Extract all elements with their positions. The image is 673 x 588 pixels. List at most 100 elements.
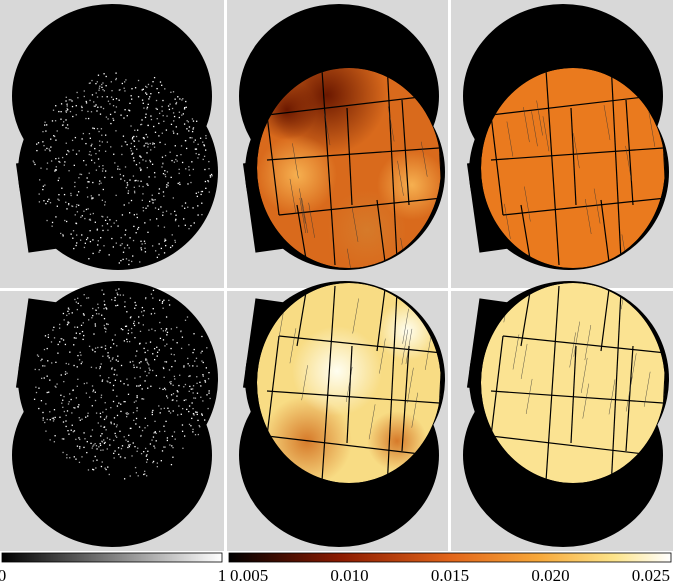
noise-dot — [146, 454, 148, 456]
noise-dot — [145, 85, 147, 88]
noise-dot — [66, 107, 68, 110]
noise-dot — [102, 107, 105, 110]
noise-dot — [169, 381, 171, 383]
noise-dot — [170, 123, 173, 126]
noise-dot — [51, 362, 53, 364]
noise-dot — [46, 391, 48, 394]
noise-dot — [117, 225, 119, 227]
noise-dot — [101, 225, 104, 227]
noise-dot — [166, 437, 169, 439]
noise-dot — [60, 103, 63, 105]
noise-dot — [44, 421, 46, 424]
noise-dot — [164, 240, 166, 242]
noise-dot — [149, 161, 152, 163]
noise-dot — [150, 118, 153, 121]
noise-dot — [170, 383, 172, 385]
noise-dot — [42, 419, 44, 421]
noise-dot — [119, 168, 121, 170]
noise-dot — [180, 153, 182, 156]
noise-dot — [171, 245, 174, 247]
noise-dot — [82, 338, 84, 341]
noise-dot — [136, 216, 138, 219]
noise-dot — [156, 108, 158, 110]
noise-dot — [60, 118, 62, 120]
tile-edge — [502, 335, 665, 354]
noise-dot — [112, 105, 115, 107]
noise-dot — [164, 175, 167, 178]
noise-dot — [109, 444, 111, 446]
noise-dot — [96, 96, 99, 98]
noise-dot — [52, 417, 55, 419]
scan-line — [581, 357, 588, 393]
noise-dot — [151, 143, 154, 145]
noise-dot — [95, 467, 97, 469]
scan-line — [536, 100, 543, 136]
noise-dot — [184, 319, 187, 321]
noise-dot — [81, 456, 83, 458]
tile-edge — [296, 285, 308, 347]
noise-dot — [132, 157, 135, 159]
noise-dot — [126, 115, 128, 117]
noise-dot — [179, 98, 181, 100]
noise-dot — [102, 188, 104, 191]
noise-dot — [146, 166, 148, 169]
noise-dot — [152, 81, 154, 83]
noise-dot — [120, 114, 122, 116]
noise-dot — [83, 446, 85, 449]
noise-dot — [130, 327, 133, 330]
noise-dot — [184, 107, 186, 109]
noise-dot — [116, 374, 118, 376]
noise-dot — [147, 205, 149, 207]
noise-dot — [142, 324, 144, 326]
noise-dot — [81, 418, 83, 420]
noise-dot — [144, 447, 147, 450]
noise-dot — [143, 107, 145, 109]
noise-dot — [161, 300, 164, 303]
noise-dot — [164, 388, 167, 391]
tile-edge — [625, 345, 634, 452]
noise-dot — [201, 414, 203, 416]
noise-dot — [204, 168, 206, 171]
scan-line — [289, 178, 297, 214]
noise-dot — [66, 410, 69, 412]
noise-dot — [188, 228, 190, 230]
noise-dot — [105, 307, 107, 309]
noise-dot — [96, 229, 98, 231]
noise-dot — [81, 106, 83, 109]
noise-dot — [78, 461, 81, 464]
noise-dot — [194, 434, 197, 436]
noise-dot — [128, 263, 130, 266]
noise-dot — [75, 337, 77, 339]
noise-dot — [103, 439, 105, 441]
noise-dot — [153, 146, 156, 148]
noise-dot — [70, 99, 72, 101]
noise-dot — [168, 304, 171, 306]
noise-dot — [89, 82, 91, 84]
noise-dot — [107, 100, 110, 102]
noise-dot — [42, 141, 44, 143]
tile-edge — [296, 204, 308, 266]
noise-dot — [119, 294, 122, 296]
scan-line — [643, 371, 651, 407]
noise-dot — [45, 203, 47, 205]
noise-dot — [145, 461, 148, 463]
noise-dot — [65, 362, 67, 365]
noise-dot — [94, 105, 96, 108]
noise-dot — [115, 305, 117, 307]
noise-dot — [193, 222, 195, 224]
noise-dot — [91, 317, 93, 319]
noise-dot — [113, 457, 115, 459]
noise-dot — [132, 411, 135, 414]
noise-dot — [45, 130, 47, 132]
noise-dot — [123, 180, 126, 182]
noise-dot — [167, 105, 170, 107]
noise-dot — [124, 401, 126, 403]
noise-dot — [104, 150, 107, 152]
scan-line — [299, 188, 306, 224]
noise-dot — [68, 203, 70, 205]
noise-dot — [103, 293, 105, 295]
noise-dot — [170, 380, 172, 383]
noise-dot — [86, 297, 88, 299]
noise-dot — [178, 116, 181, 119]
noise-dot — [54, 416, 56, 419]
